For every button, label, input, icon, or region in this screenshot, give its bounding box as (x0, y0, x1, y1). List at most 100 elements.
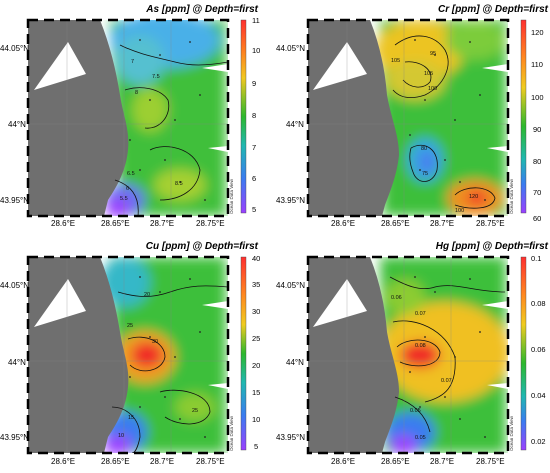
panel-title: Hg [ppm] @ Depth=first (435, 241, 548, 252)
y-tick: 44°N (8, 120, 26, 129)
contour-label: 80 (421, 146, 427, 152)
contour-label: 6.5 (127, 171, 135, 177)
contour-label: 10 (118, 433, 124, 439)
contour-label: 30 (152, 339, 158, 345)
colorbar (240, 19, 247, 214)
contour-label: 105 (424, 71, 433, 77)
colorbar-tick: 0.04 (531, 391, 546, 400)
colorbar-tick: 7 (252, 143, 257, 152)
panel-title: Cu [ppm] @ Depth=first (145, 241, 258, 252)
x-tick: 28.75°E (196, 219, 225, 228)
contour-label: 8 (135, 90, 138, 96)
colorbar-tick: 0.08 (531, 299, 546, 308)
x-tick: 28.75°E (476, 219, 505, 228)
contour-label: 0.05 (415, 435, 426, 441)
contour-label: 15 (128, 415, 134, 421)
colorbar-tick: 20 (252, 361, 261, 370)
map-frame (306, 18, 510, 218)
hg-map-panel: Hg [ppm] @ Depth=first (275, 237, 550, 473)
colorbar-tick: 90 (533, 125, 542, 134)
colorbar-tick: 100 (531, 93, 544, 102)
colorbar-tick: 5 (254, 442, 259, 451)
colorbar-tick: 70 (533, 188, 542, 197)
contour-label: 0.08 (415, 343, 426, 349)
x-tick: 28.65°E (381, 219, 410, 228)
x-tick: 28.6°E (331, 219, 356, 228)
x-tick: 28.7°E (150, 457, 175, 466)
colorbar-tick: 0.1 (531, 254, 542, 263)
contour-label: 0.06 (391, 295, 402, 301)
colorbar-tick: 15 (252, 388, 261, 397)
y-tick: 43.95°N (0, 433, 29, 442)
odv-credit: Ocean Data View (229, 179, 234, 214)
x-tick: 28.75°E (196, 457, 225, 466)
colorbar (520, 19, 527, 214)
x-tick: 28.7°E (150, 219, 175, 228)
odv-credit: Ocean Data View (509, 179, 514, 214)
y-tick: 44°N (286, 120, 304, 129)
colorbar-tick: 0.02 (531, 437, 546, 446)
y-tick: 44°N (286, 358, 304, 367)
y-tick: 43.95°N (276, 433, 305, 442)
y-tick: 44.05°N (0, 281, 29, 290)
hg-map: 0.06 0.07 0.08 0.07 0.05 0.05 (306, 255, 527, 455)
x-tick: 28.7°E (430, 457, 455, 466)
odv-credit: Ocean Data View (509, 416, 514, 451)
x-tick: 28.65°E (101, 457, 130, 466)
x-tick: 28.7°E (430, 219, 455, 228)
colorbar-tick: 5 (252, 205, 257, 214)
contour-label: 20 (144, 292, 150, 298)
y-tick: 44°N (8, 358, 26, 367)
contour-label: 6 (126, 186, 129, 192)
colorbar-tick: 8 (252, 111, 257, 120)
colorbar-tick: 120 (531, 28, 544, 37)
colorbar-tick: 40 (252, 254, 261, 263)
colorbar-tick: 0.06 (531, 345, 546, 354)
contour-label: 95 (430, 51, 436, 57)
panel-title: As [ppm] @ Depth=first (146, 4, 258, 15)
as-map-panel: As [ppm] @ Depth=first (0, 0, 275, 236)
contour-label: 100 (428, 86, 437, 92)
map-frame (26, 255, 230, 455)
contour-label: 8.5 (175, 181, 183, 187)
contour-label: 5.5 (120, 196, 128, 202)
x-tick: 28.6°E (51, 219, 76, 228)
contour-label: 0.07 (441, 378, 452, 384)
colorbar-tick: 35 (252, 280, 261, 289)
contour-label: 25 (127, 323, 133, 329)
colorbar-tick: 6 (252, 174, 257, 183)
x-tick: 28.65°E (101, 219, 130, 228)
colorbar-tick: 10 (252, 46, 261, 55)
colorbar-tick: 10 (252, 415, 261, 424)
contour-label: 0.05 (410, 408, 421, 414)
contour-label: 7 (131, 59, 134, 65)
contour-label: 100 (455, 208, 464, 214)
as-map: 7 7.5 8 8.5 6.5 6 5.5 (26, 18, 247, 218)
colorbar-tick: 11 (252, 16, 260, 25)
colorbar (240, 256, 247, 451)
contour-label: 7.5 (152, 74, 160, 80)
colorbar-tick: 30 (252, 307, 261, 316)
colorbar-tick: 9 (252, 79, 257, 88)
map-frame (26, 18, 230, 218)
cr-map-panel: Cr [ppm] @ Depth=first (275, 0, 550, 236)
colorbar-tick: 110 (531, 60, 543, 69)
contour-label: 25 (192, 408, 198, 414)
cr-map: 105 95 105 100 80 75 120 100 (306, 18, 527, 218)
colorbar-tick: 80 (533, 157, 542, 166)
colorbar-tick: 25 (252, 334, 261, 343)
contour-label: 105 (391, 58, 400, 64)
cu-map: 20 25 30 25 15 10 (26, 255, 247, 455)
contour-label: 0.07 (415, 311, 426, 317)
y-tick: 43.95°N (276, 196, 305, 205)
contour-label: 75 (422, 171, 428, 177)
x-tick: 28.65°E (381, 457, 410, 466)
colorbar (520, 256, 527, 451)
y-tick: 44.05°N (276, 44, 305, 53)
contour-label: 120 (469, 194, 478, 200)
x-tick: 28.6°E (331, 457, 356, 466)
cu-map-panel: Cu [ppm] @ Depth=first (0, 237, 275, 473)
x-tick: 28.75°E (476, 457, 505, 466)
panel-title: Cr [ppm] @ Depth=first (437, 4, 548, 15)
map-frame (306, 255, 510, 455)
